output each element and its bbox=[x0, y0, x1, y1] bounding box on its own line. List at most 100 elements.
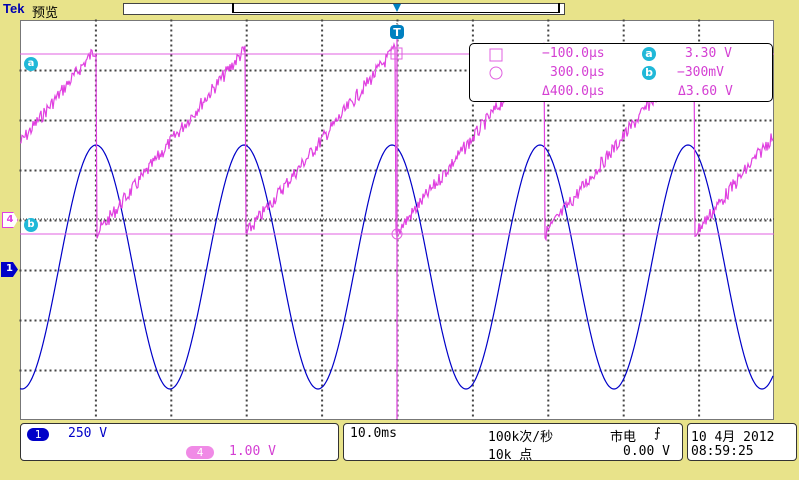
grid-dot bbox=[449, 69, 452, 72]
grid-dot bbox=[219, 169, 222, 172]
grid-dot bbox=[539, 219, 542, 222]
grid-dot bbox=[214, 69, 217, 72]
grid-dot bbox=[170, 89, 173, 92]
grid-dot bbox=[594, 119, 597, 122]
grid-dot bbox=[622, 344, 625, 347]
grid-dot bbox=[321, 304, 324, 307]
grid-dot bbox=[471, 344, 474, 347]
grid-dot bbox=[684, 169, 687, 172]
grid-dot bbox=[471, 349, 474, 352]
channel-1-marker[interactable]: 1 bbox=[1, 262, 18, 277]
grid-dot bbox=[684, 219, 687, 222]
vertical-scale-panel[interactable]: 1 250 V 4 1.00 V bbox=[20, 423, 339, 461]
grid-dot bbox=[699, 219, 702, 222]
sample-rate: 100k次/秒 bbox=[488, 430, 554, 445]
grid-dot bbox=[354, 269, 357, 272]
grid-dot bbox=[339, 269, 342, 272]
grid-dot bbox=[589, 319, 592, 322]
grid-dot bbox=[229, 319, 232, 322]
grid-dot bbox=[94, 269, 97, 272]
grid-dot bbox=[547, 289, 550, 292]
grid-dot bbox=[99, 69, 102, 72]
grid-dot bbox=[369, 169, 372, 172]
grid-dot bbox=[321, 404, 324, 407]
grid-dot bbox=[59, 269, 62, 272]
grid-dot bbox=[679, 269, 682, 272]
grid-dot bbox=[389, 169, 392, 172]
grid-dot bbox=[321, 194, 324, 197]
grid-dot bbox=[364, 69, 367, 72]
grid-dot bbox=[698, 369, 701, 372]
grid-dot bbox=[559, 219, 562, 222]
grid-dot bbox=[170, 129, 173, 132]
grid-dot bbox=[19, 69, 22, 72]
grid-dot bbox=[274, 369, 277, 372]
grid-dot bbox=[49, 169, 52, 172]
grid-dot bbox=[539, 169, 542, 172]
grid-dot bbox=[429, 219, 432, 222]
grid-dot bbox=[321, 284, 324, 287]
grid-dot bbox=[504, 319, 507, 322]
grid-dot bbox=[609, 169, 612, 172]
grid-dot bbox=[494, 369, 497, 372]
grid-dot bbox=[754, 269, 757, 272]
grid-dot bbox=[622, 289, 625, 292]
grid-dot bbox=[384, 69, 387, 72]
grid-dot bbox=[264, 219, 267, 222]
channel-4-marker[interactable]: 4 bbox=[2, 212, 18, 228]
grid-dot bbox=[689, 319, 692, 322]
grid-dot bbox=[164, 69, 167, 72]
grid-dot bbox=[444, 369, 447, 372]
grid-dot bbox=[164, 219, 167, 222]
grid-dot bbox=[698, 349, 701, 352]
grid-dot bbox=[299, 319, 302, 322]
grid-dot bbox=[349, 269, 352, 272]
grid-dot bbox=[622, 259, 625, 262]
grid-dot bbox=[471, 389, 474, 392]
grid-dot bbox=[245, 139, 248, 142]
grid-dot bbox=[321, 199, 324, 202]
grid-dot bbox=[734, 269, 737, 272]
grid-dot bbox=[79, 219, 82, 222]
grid-dot bbox=[234, 369, 237, 372]
grid-dot bbox=[224, 219, 227, 222]
grid-dot bbox=[549, 119, 552, 122]
grid-dot bbox=[264, 69, 267, 72]
grid-dot bbox=[364, 369, 367, 372]
horizontal-trigger-panel[interactable]: 10.0ms 100k次/秒 10k 点 市电 ⨍ 0.00 V bbox=[343, 423, 683, 463]
grid-dot bbox=[94, 44, 97, 47]
grid-dot bbox=[664, 169, 667, 172]
grid-dot bbox=[471, 314, 474, 317]
grid-dot bbox=[547, 154, 550, 157]
grid-dot bbox=[622, 369, 625, 372]
grid-dot bbox=[94, 339, 97, 342]
grid-dot bbox=[321, 179, 324, 182]
grid-dot bbox=[464, 219, 467, 222]
grid-dot bbox=[471, 39, 474, 42]
trigger-position-arrow-icon[interactable] bbox=[393, 4, 401, 12]
grid-dot bbox=[49, 119, 52, 122]
grid-dot bbox=[534, 119, 537, 122]
grid-dot bbox=[464, 319, 467, 322]
grid-dot bbox=[254, 269, 257, 272]
grid-dot bbox=[494, 319, 497, 322]
grid-dot bbox=[245, 184, 248, 187]
grid-dot bbox=[474, 369, 477, 372]
cursor-b-marker[interactable]: b bbox=[24, 218, 38, 232]
grid-dot bbox=[764, 119, 767, 122]
grid-dot bbox=[170, 389, 173, 392]
grid-dot bbox=[547, 269, 550, 272]
grid-dot bbox=[769, 119, 772, 122]
grid-dot bbox=[579, 269, 582, 272]
grid-dot bbox=[170, 334, 173, 337]
cursor-a-marker[interactable]: a bbox=[24, 57, 38, 71]
grid-dot bbox=[84, 219, 87, 222]
grid-dot bbox=[424, 169, 427, 172]
grid-dot bbox=[604, 169, 607, 172]
grid-dot bbox=[324, 69, 327, 72]
grid-dot bbox=[689, 169, 692, 172]
grid-dot bbox=[574, 169, 577, 172]
grid-dot bbox=[399, 269, 402, 272]
record-window[interactable] bbox=[232, 3, 560, 13]
grid-dot bbox=[547, 339, 550, 342]
